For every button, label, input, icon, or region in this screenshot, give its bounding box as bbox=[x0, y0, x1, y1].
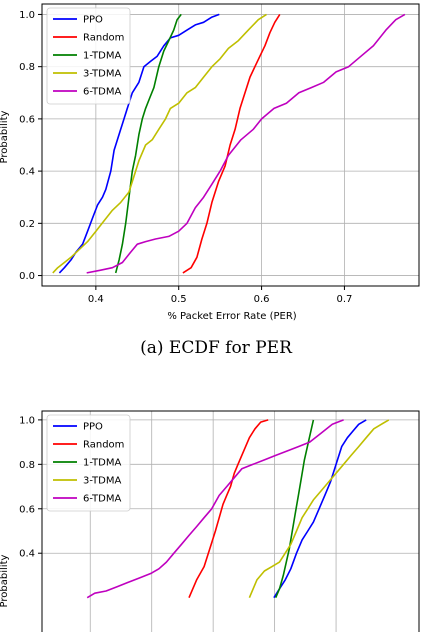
legend: PPO Random 1-TDMA 3-TDMA 6-TDMA bbox=[46, 414, 131, 512]
y-tick-label: 1.0 bbox=[19, 415, 35, 426]
y-tick-label: 0.6 bbox=[19, 114, 35, 125]
legend-box bbox=[46, 7, 131, 105]
legend-label-random: Random bbox=[83, 33, 124, 44]
legend-label-1-tdma: 1-TDMA bbox=[83, 458, 121, 469]
series-line-ppo bbox=[58, 13, 220, 274]
y-tick-label: 0.0 bbox=[19, 271, 35, 282]
series-line-3-tdma bbox=[248, 419, 390, 599]
x-axis-label: % Packet Error Rate (PER) bbox=[167, 311, 296, 322]
legend-label-3-tdma: 3-TDMA bbox=[83, 476, 121, 487]
legend-box bbox=[46, 414, 131, 512]
series-line-3-tdma bbox=[52, 13, 267, 274]
y-axis-label: Probability bbox=[0, 554, 10, 607]
y-tick-label: 0.4 bbox=[19, 167, 35, 178]
y-tick-label: 0.8 bbox=[19, 460, 35, 471]
y-axis-label: Probability bbox=[0, 110, 10, 163]
legend-label-1-tdma: 1-TDMA bbox=[83, 51, 121, 62]
series-line-ppo bbox=[273, 419, 367, 599]
x-tick-label: 0.6 bbox=[254, 294, 270, 305]
legend-label-6-tdma: 6-TDMA bbox=[83, 494, 121, 505]
legend-label-random: Random bbox=[83, 440, 124, 451]
series-line-random bbox=[182, 13, 281, 274]
y-tick-label: 1.0 bbox=[19, 10, 35, 21]
legend-label-3-tdma: 3-TDMA bbox=[83, 69, 121, 80]
series-line-1-tdma bbox=[274, 419, 315, 599]
legend: PPO Random 1-TDMA 3-TDMA 6-TDMA bbox=[46, 7, 131, 105]
plot-frame bbox=[41, 3, 420, 287]
chart-panel-2: 0.4 0.6 0.8 1.0 Probability PPO Random 1-TDMA 3-… bbox=[0, 410, 420, 632]
chart-panel-1: 0.0 0.2 0.4 0.6 0.8 1.0 0.4 0.5 0.6 0.7 Probabilit… bbox=[0, 3, 420, 358]
plot-frame bbox=[41, 410, 420, 632]
y-tick-label: 0.8 bbox=[19, 62, 35, 73]
x-tick-label: 0.5 bbox=[171, 294, 187, 305]
series-line-1-tdma bbox=[114, 13, 182, 274]
y-tick-label: 0.2 bbox=[19, 219, 35, 230]
legend-label-6-tdma: 6-TDMA bbox=[83, 87, 121, 98]
legend-label-ppo: PPO bbox=[83, 15, 103, 26]
figure-caption: (a) ECDF for PER bbox=[140, 338, 293, 358]
x-tick-label: 0.7 bbox=[336, 294, 352, 305]
y-tick-label: 0.6 bbox=[19, 504, 35, 515]
legend-label-ppo: PPO bbox=[83, 422, 103, 433]
y-tick-label: 0.4 bbox=[19, 549, 35, 560]
series-line-6-tdma bbox=[86, 13, 406, 274]
x-tick-label: 0.4 bbox=[88, 294, 104, 305]
series-line-6-tdma bbox=[86, 419, 344, 599]
series-line-random bbox=[188, 419, 269, 599]
